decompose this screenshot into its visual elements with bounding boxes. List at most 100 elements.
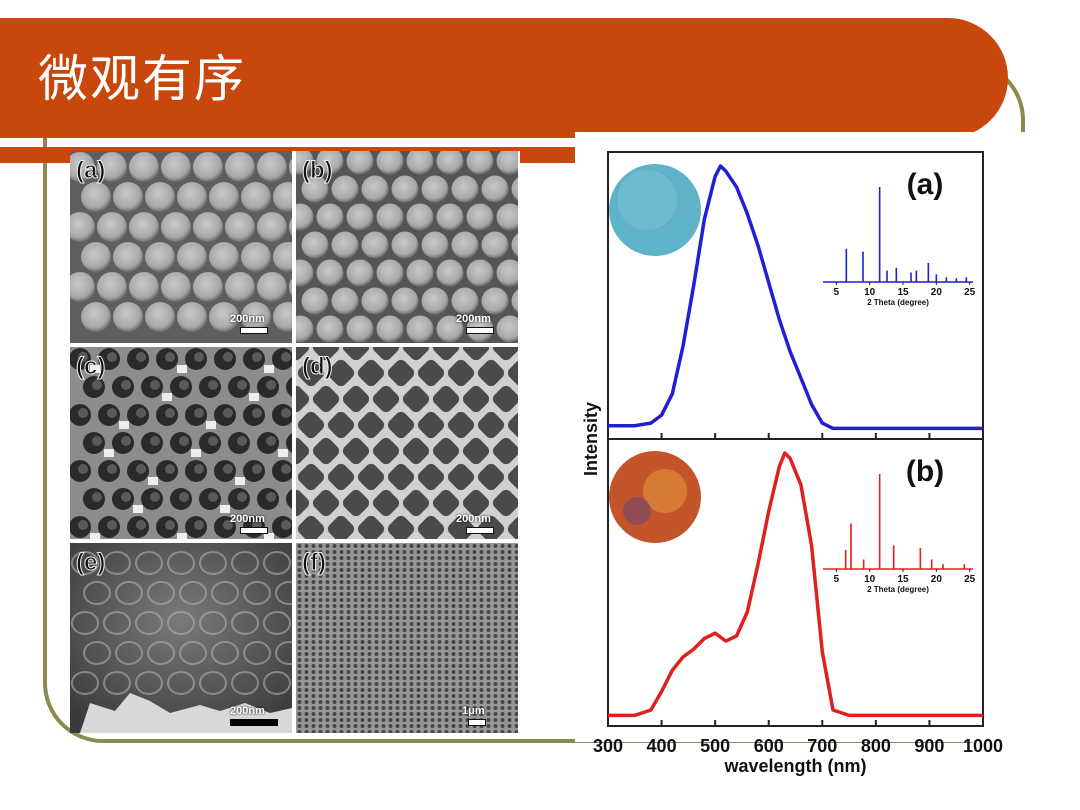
lattice-cell [296, 437, 310, 465]
lattice-cell [402, 347, 430, 361]
lattice-cell [297, 411, 325, 439]
shell [71, 611, 99, 635]
sem-panel-d: (d) 200nm [296, 347, 518, 539]
bright-fragment [119, 421, 129, 429]
lattice-cell [342, 437, 370, 465]
sphere [316, 315, 344, 343]
pore-inner [165, 464, 175, 474]
inset-tick-label: 15 [897, 287, 909, 298]
lattice-cell [387, 411, 415, 439]
sphere [481, 231, 509, 259]
pore-inner [237, 492, 247, 502]
lattice-cell [462, 385, 490, 413]
inset-tick-label: 25 [964, 574, 976, 585]
sphere [436, 315, 464, 343]
sphere [161, 272, 191, 302]
scale-bar-label: 200nm [456, 313, 491, 325]
bright-fragment [104, 449, 114, 457]
sem-panel-c: (c) 200nm [70, 347, 292, 539]
sphere [273, 242, 292, 272]
sphere [421, 287, 449, 315]
lattice-cell [387, 515, 415, 539]
pore-inner [92, 436, 102, 446]
shell [103, 671, 131, 695]
shell [167, 611, 195, 635]
pore-inner [252, 464, 262, 474]
sphere [346, 151, 374, 175]
shell [115, 581, 143, 605]
pore-inner [208, 436, 218, 446]
shell [199, 671, 227, 695]
scale-bar [466, 327, 494, 334]
sphere [193, 152, 223, 182]
pore-inner [179, 380, 189, 390]
sphere [346, 203, 374, 231]
spectrum-line-a [608, 164, 983, 431]
pore-inner [252, 408, 262, 418]
sphere [481, 175, 509, 203]
lattice-cell [477, 359, 505, 387]
sphere [193, 212, 223, 242]
shell [211, 641, 239, 665]
lattice-cell [296, 347, 310, 361]
x-tick-label: 800 [861, 736, 891, 756]
sphere [97, 272, 127, 302]
pore-inner [78, 520, 88, 530]
sphere [209, 242, 239, 272]
shell [275, 641, 292, 665]
sphere [289, 218, 292, 236]
sem-panel-a: (a) 200nm [70, 151, 292, 343]
sphere [193, 272, 223, 302]
sphere [406, 315, 434, 343]
scale-bar-label: 1μm [462, 705, 485, 717]
sphere [361, 287, 389, 315]
sphere [257, 212, 287, 242]
pore-inner [92, 492, 102, 502]
pore [286, 433, 292, 453]
sphere [129, 212, 159, 242]
sphere [511, 177, 518, 201]
inset-tick-label: 20 [931, 574, 943, 585]
shell [263, 551, 291, 575]
shell [115, 641, 143, 665]
sphere [209, 302, 239, 332]
x-axis-label: wavelength (nm) [723, 756, 866, 776]
pore-inner [237, 380, 247, 390]
x-tick-label: 500 [700, 736, 730, 756]
bright-fragment [133, 505, 143, 513]
sphere [496, 315, 518, 343]
sphere [421, 231, 449, 259]
sphere [161, 212, 191, 242]
sem-image-inverse-opal-c [70, 347, 292, 539]
bright-fragment [278, 449, 288, 457]
sphere [406, 203, 434, 231]
shell [135, 611, 163, 635]
lattice-cell [372, 385, 400, 413]
shell [135, 671, 163, 695]
shell [231, 551, 259, 575]
shell [83, 641, 111, 665]
bright-fragment [177, 533, 187, 539]
pore-inner [107, 520, 117, 530]
lattice-cell [417, 411, 445, 439]
sphere [225, 272, 255, 302]
title-bar [0, 18, 1008, 138]
scale-bar-label: 200nm [230, 705, 265, 717]
scale-bar [230, 719, 278, 726]
inset-tick-label: 10 [864, 574, 876, 585]
bright-fragment [264, 533, 274, 539]
shell [231, 611, 259, 635]
lattice-cell [447, 411, 475, 439]
sem-panel-label: (b) [302, 157, 334, 185]
bright-fragment [177, 365, 187, 373]
sphere [177, 182, 207, 212]
bright-fragment [162, 393, 172, 401]
photoluminescence-chart: 300 400 500 600 700 800 900 1000 wavelength (nm)… [581, 151, 1003, 776]
sphere [451, 231, 479, 259]
lattice-cell [432, 437, 460, 465]
sphere [241, 302, 271, 332]
sphere [421, 175, 449, 203]
inset-axis-label: 2 Theta (degree) [867, 585, 929, 594]
panel-label: (b) [906, 455, 944, 488]
bright-fragment [220, 505, 230, 513]
